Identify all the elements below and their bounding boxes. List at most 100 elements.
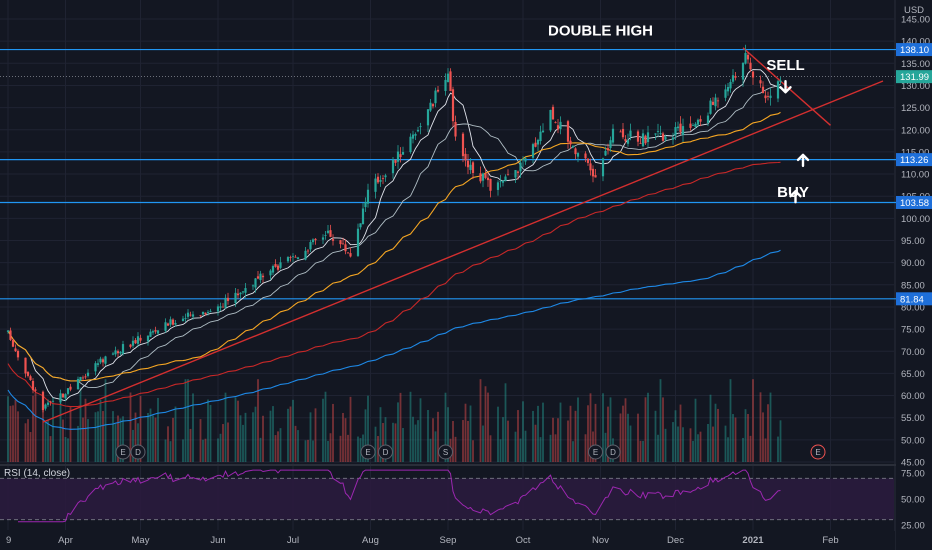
candle-body — [589, 163, 592, 171]
time-axis[interactable]: 9 Apr May Jun Jul Aug Sep Oct Nov Dec 2021 Feb — [0, 531, 895, 550]
trendline-2[interactable] — [742, 47, 831, 126]
volume-bar — [394, 423, 397, 462]
candle-body — [426, 109, 430, 126]
event-marker-e[interactable]: E — [588, 444, 603, 460]
candle-body — [51, 400, 55, 402]
event-marker-e[interactable]: E — [360, 444, 376, 460]
volume-bar — [327, 440, 329, 462]
volume-bar — [429, 438, 432, 462]
candle-body — [154, 330, 157, 332]
candle-body — [64, 394, 67, 399]
candle-body — [764, 95, 767, 99]
candle-body — [539, 131, 542, 142]
volume-bar — [134, 412, 137, 462]
trendlines[interactable] — [42, 47, 884, 423]
volume-bar — [479, 379, 482, 462]
candle-body — [34, 389, 37, 391]
candle-body — [184, 318, 187, 319]
candle-body — [274, 264, 277, 267]
candle-body — [44, 404, 47, 409]
volume-bar — [639, 440, 642, 462]
candle-body — [749, 62, 752, 70]
volume-bar — [747, 414, 749, 462]
level-price-tag[interactable]: 81.84 — [896, 292, 932, 306]
candle-body — [751, 71, 755, 78]
volume-bar — [689, 428, 692, 462]
level-price-tag[interactable]: 103.58 — [896, 195, 932, 209]
event-marker-d[interactable]: D — [378, 444, 393, 460]
candle-body — [226, 297, 230, 301]
level-price-tag-text: 138.10 — [900, 45, 929, 56]
volume-bar — [199, 419, 202, 462]
volume-bar — [222, 424, 224, 462]
volume-bar — [734, 417, 737, 462]
candle-body — [309, 242, 312, 250]
event-marker-circle — [810, 444, 826, 460]
event-marker-d[interactable]: D — [605, 444, 621, 460]
volume-bar — [514, 431, 517, 462]
candle-body — [524, 158, 527, 162]
moving-average-fast — [7, 69, 781, 402]
candle-body — [416, 129, 420, 132]
rsi-legend-label[interactable]: RSI (14, close) — [4, 468, 70, 479]
volume-bar — [67, 438, 69, 462]
event-marker-e[interactable]: E — [115, 444, 131, 460]
candle-body — [644, 135, 647, 144]
candle-body — [449, 71, 452, 92]
event-marker-s[interactable]: S — [438, 444, 453, 460]
candle-body — [551, 106, 555, 120]
last-price-tag[interactable]: 131.99 — [896, 70, 932, 84]
volume-bar — [674, 410, 677, 462]
event-marker-d[interactable]: D — [130, 444, 146, 460]
candle-body — [461, 133, 465, 157]
volume-bar — [202, 439, 204, 462]
price-tick-label: 90.00 — [901, 258, 925, 269]
price-tick-label: 95.00 — [901, 236, 925, 247]
volume-bar — [252, 412, 254, 462]
candle-body — [571, 145, 575, 148]
volume-bar — [17, 411, 19, 462]
candle-body — [46, 402, 50, 405]
volume-bar — [777, 436, 779, 462]
candle-body — [136, 336, 140, 344]
candle-body — [741, 62, 745, 80]
candle-body — [646, 132, 650, 143]
volume-bar — [402, 427, 404, 462]
moving-average-ma100 — [7, 161, 781, 408]
volume-bar — [342, 412, 344, 462]
level-price-tag[interactable]: 113.26 — [896, 153, 932, 167]
volume-bar — [707, 423, 709, 462]
candle-body — [661, 133, 665, 141]
volume-bar — [164, 439, 167, 462]
volume-bar — [189, 428, 192, 462]
volume-bar — [624, 398, 627, 462]
candle-body — [59, 393, 62, 403]
rsi-tick-label: 75.00 — [901, 469, 925, 480]
volume-bar — [204, 438, 207, 462]
candle-body — [516, 171, 520, 173]
volume-bar — [154, 417, 157, 462]
volume-bar — [469, 405, 472, 462]
volume-bar — [12, 405, 14, 462]
candle-body — [329, 230, 332, 237]
level-price-tag[interactable]: 138.10 — [896, 43, 932, 57]
candle-body — [356, 228, 360, 256]
volume-bar — [604, 432, 607, 462]
volume-bar — [764, 438, 767, 462]
candle-body — [734, 76, 737, 78]
volume-bar — [182, 439, 184, 462]
candle-body — [654, 133, 657, 135]
event-marker-e[interactable]: E — [810, 444, 826, 460]
trendline-1[interactable] — [42, 80, 884, 423]
volume-bar — [487, 392, 489, 462]
price-tick-label: 125.00 — [901, 103, 930, 114]
volume-bar — [34, 392, 37, 462]
candle-body — [636, 131, 640, 142]
rsi-tick-label: 25.00 — [901, 520, 925, 531]
volume-bar — [584, 434, 587, 462]
candle-body — [191, 314, 195, 317]
candle-body — [566, 121, 570, 142]
